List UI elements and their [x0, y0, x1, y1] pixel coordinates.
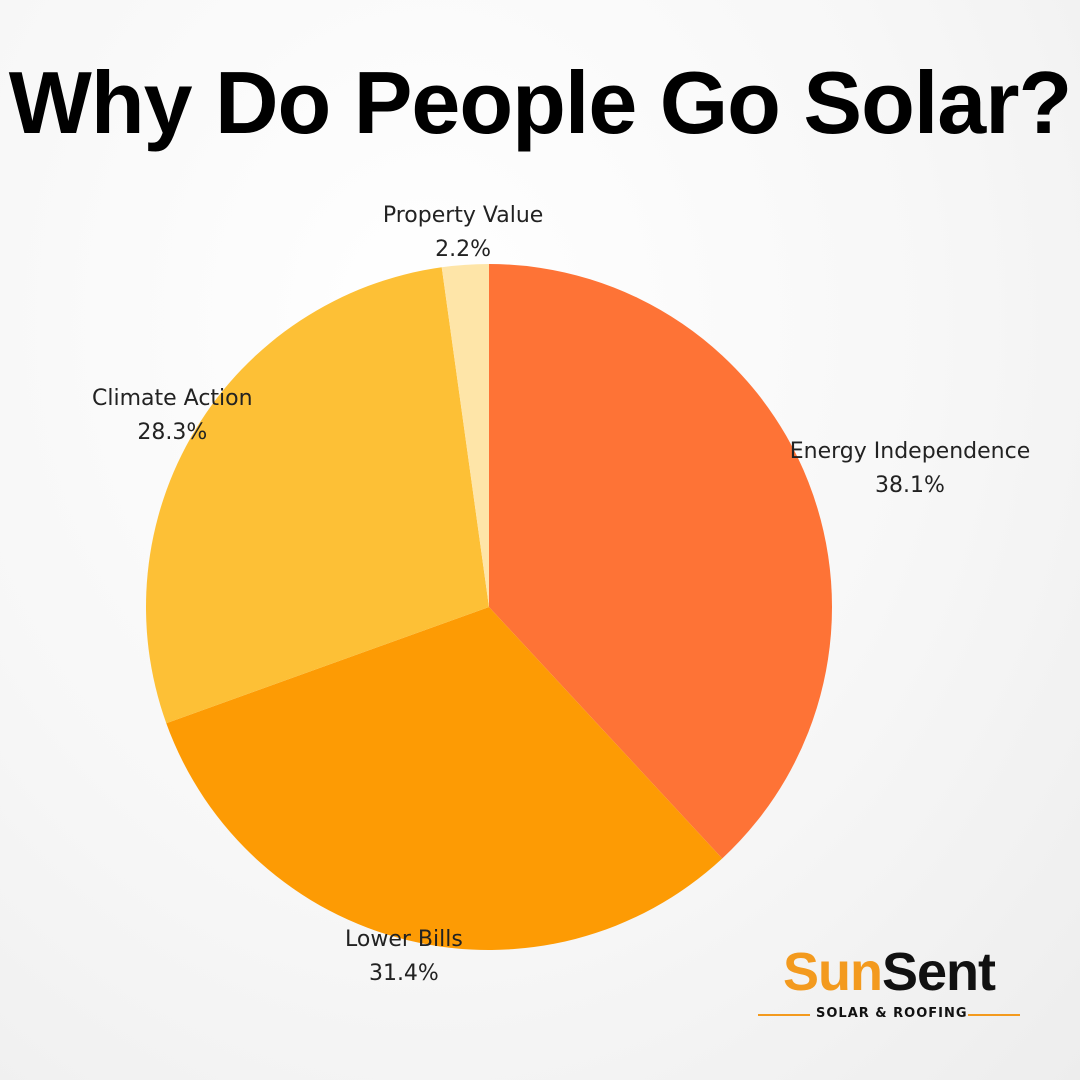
- slice-label-energy-independence: Energy Independence 38.1%: [790, 435, 1030, 503]
- logo-tagline: SOLAR & ROOFING: [816, 1006, 968, 1021]
- pie-slice-lower-bills: [166, 607, 723, 950]
- logo-rule-left: [758, 1014, 810, 1016]
- slice-label-name: Energy Independence: [789, 439, 1031, 465]
- sunsent-logo: SunSent SOLAR & ROOFING: [758, 940, 1020, 1024]
- slice-label-value: 31.4%: [368, 960, 439, 986]
- slice-label-name: Lower Bills: [344, 926, 463, 952]
- slice-label-value: 2.2%: [435, 236, 492, 262]
- logo-name-sent: Sent: [881, 942, 996, 1002]
- logo-wordmark: SunSent: [758, 940, 1020, 1004]
- slice-label-property-value: Property Value 2.2%: [383, 199, 544, 267]
- slice-label-name: Climate Action: [92, 385, 253, 411]
- pie-slice-property-value: [441, 264, 489, 607]
- slice-label-lower-bills: Lower Bills 31.4%: [345, 923, 463, 991]
- slice-label-value: 38.1%: [875, 473, 945, 499]
- logo-name-sun: Sun: [782, 942, 883, 1002]
- slice-label-climate-action: Climate Action 28.3%: [92, 382, 253, 450]
- logo-rule-right: [968, 1014, 1020, 1016]
- pie-slice-climate-action: [146, 267, 489, 724]
- logo-tagline-row: SOLAR & ROOFING: [758, 1004, 1020, 1024]
- pie-slice-energy-independence: [489, 264, 832, 859]
- chart-title: Why Do People Go Solar?: [8, 53, 1072, 152]
- slice-label-value: 28.3%: [137, 419, 208, 445]
- slice-label-name: Property Value: [382, 202, 544, 228]
